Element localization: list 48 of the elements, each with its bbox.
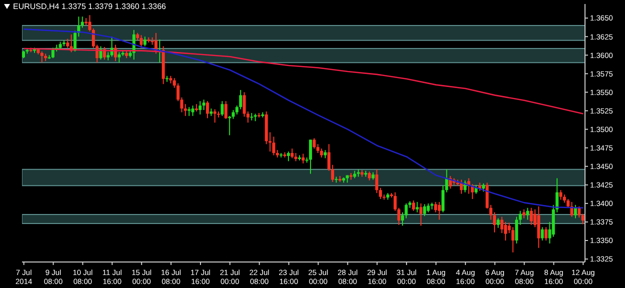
candlestick — [51, 47, 54, 59]
candlestick — [206, 100, 209, 119]
candlestick — [496, 218, 500, 228]
candlestick — [486, 182, 489, 210]
candlestick — [290, 148, 294, 159]
line-series — [23, 48, 584, 114]
candlestick — [184, 104, 187, 116]
candlestick — [537, 206, 540, 248]
candlestick — [438, 201, 441, 220]
candlestick — [508, 222, 511, 234]
candlestick — [191, 105, 194, 116]
candlestick — [544, 226, 548, 241]
candlestick — [202, 99, 206, 111]
candlestick — [416, 201, 419, 213]
chart-title: EURUSD,H4 1.3375 1.3379 1.3360 1.3366 — [13, 2, 166, 11]
candlestick — [511, 226, 514, 253]
candlestick — [40, 50, 44, 64]
candlestick — [309, 139, 312, 174]
candlestick — [504, 221, 508, 241]
candlestick — [578, 206, 581, 218]
candlestick — [140, 34, 143, 48]
candlestick — [88, 14, 92, 32]
candlestick — [397, 207, 400, 226]
candlestick — [574, 204, 577, 219]
candlestick — [581, 213, 584, 225]
candlestick — [540, 226, 544, 241]
candlestick — [434, 201, 438, 213]
candlestick — [419, 202, 422, 226]
candlestick — [286, 151, 290, 162]
candlestick — [412, 200, 416, 212]
candlestick — [198, 100, 202, 115]
candlestick — [220, 100, 224, 116]
candlestick — [559, 190, 562, 200]
candlestick — [515, 216, 518, 244]
candlestick — [143, 36, 146, 47]
candlestick — [302, 153, 305, 164]
candlestick — [530, 207, 533, 226]
candlestick — [272, 136, 276, 156]
candlestick — [518, 210, 522, 226]
candlestick — [118, 52, 121, 64]
candlestick — [102, 46, 106, 60]
candlestick — [423, 204, 426, 217]
candlestick — [526, 207, 530, 220]
candlestick — [224, 100, 228, 120]
candlestick — [80, 16, 84, 28]
candlestick — [312, 138, 316, 150]
candlestick — [394, 192, 397, 212]
line-series — [23, 28, 584, 209]
